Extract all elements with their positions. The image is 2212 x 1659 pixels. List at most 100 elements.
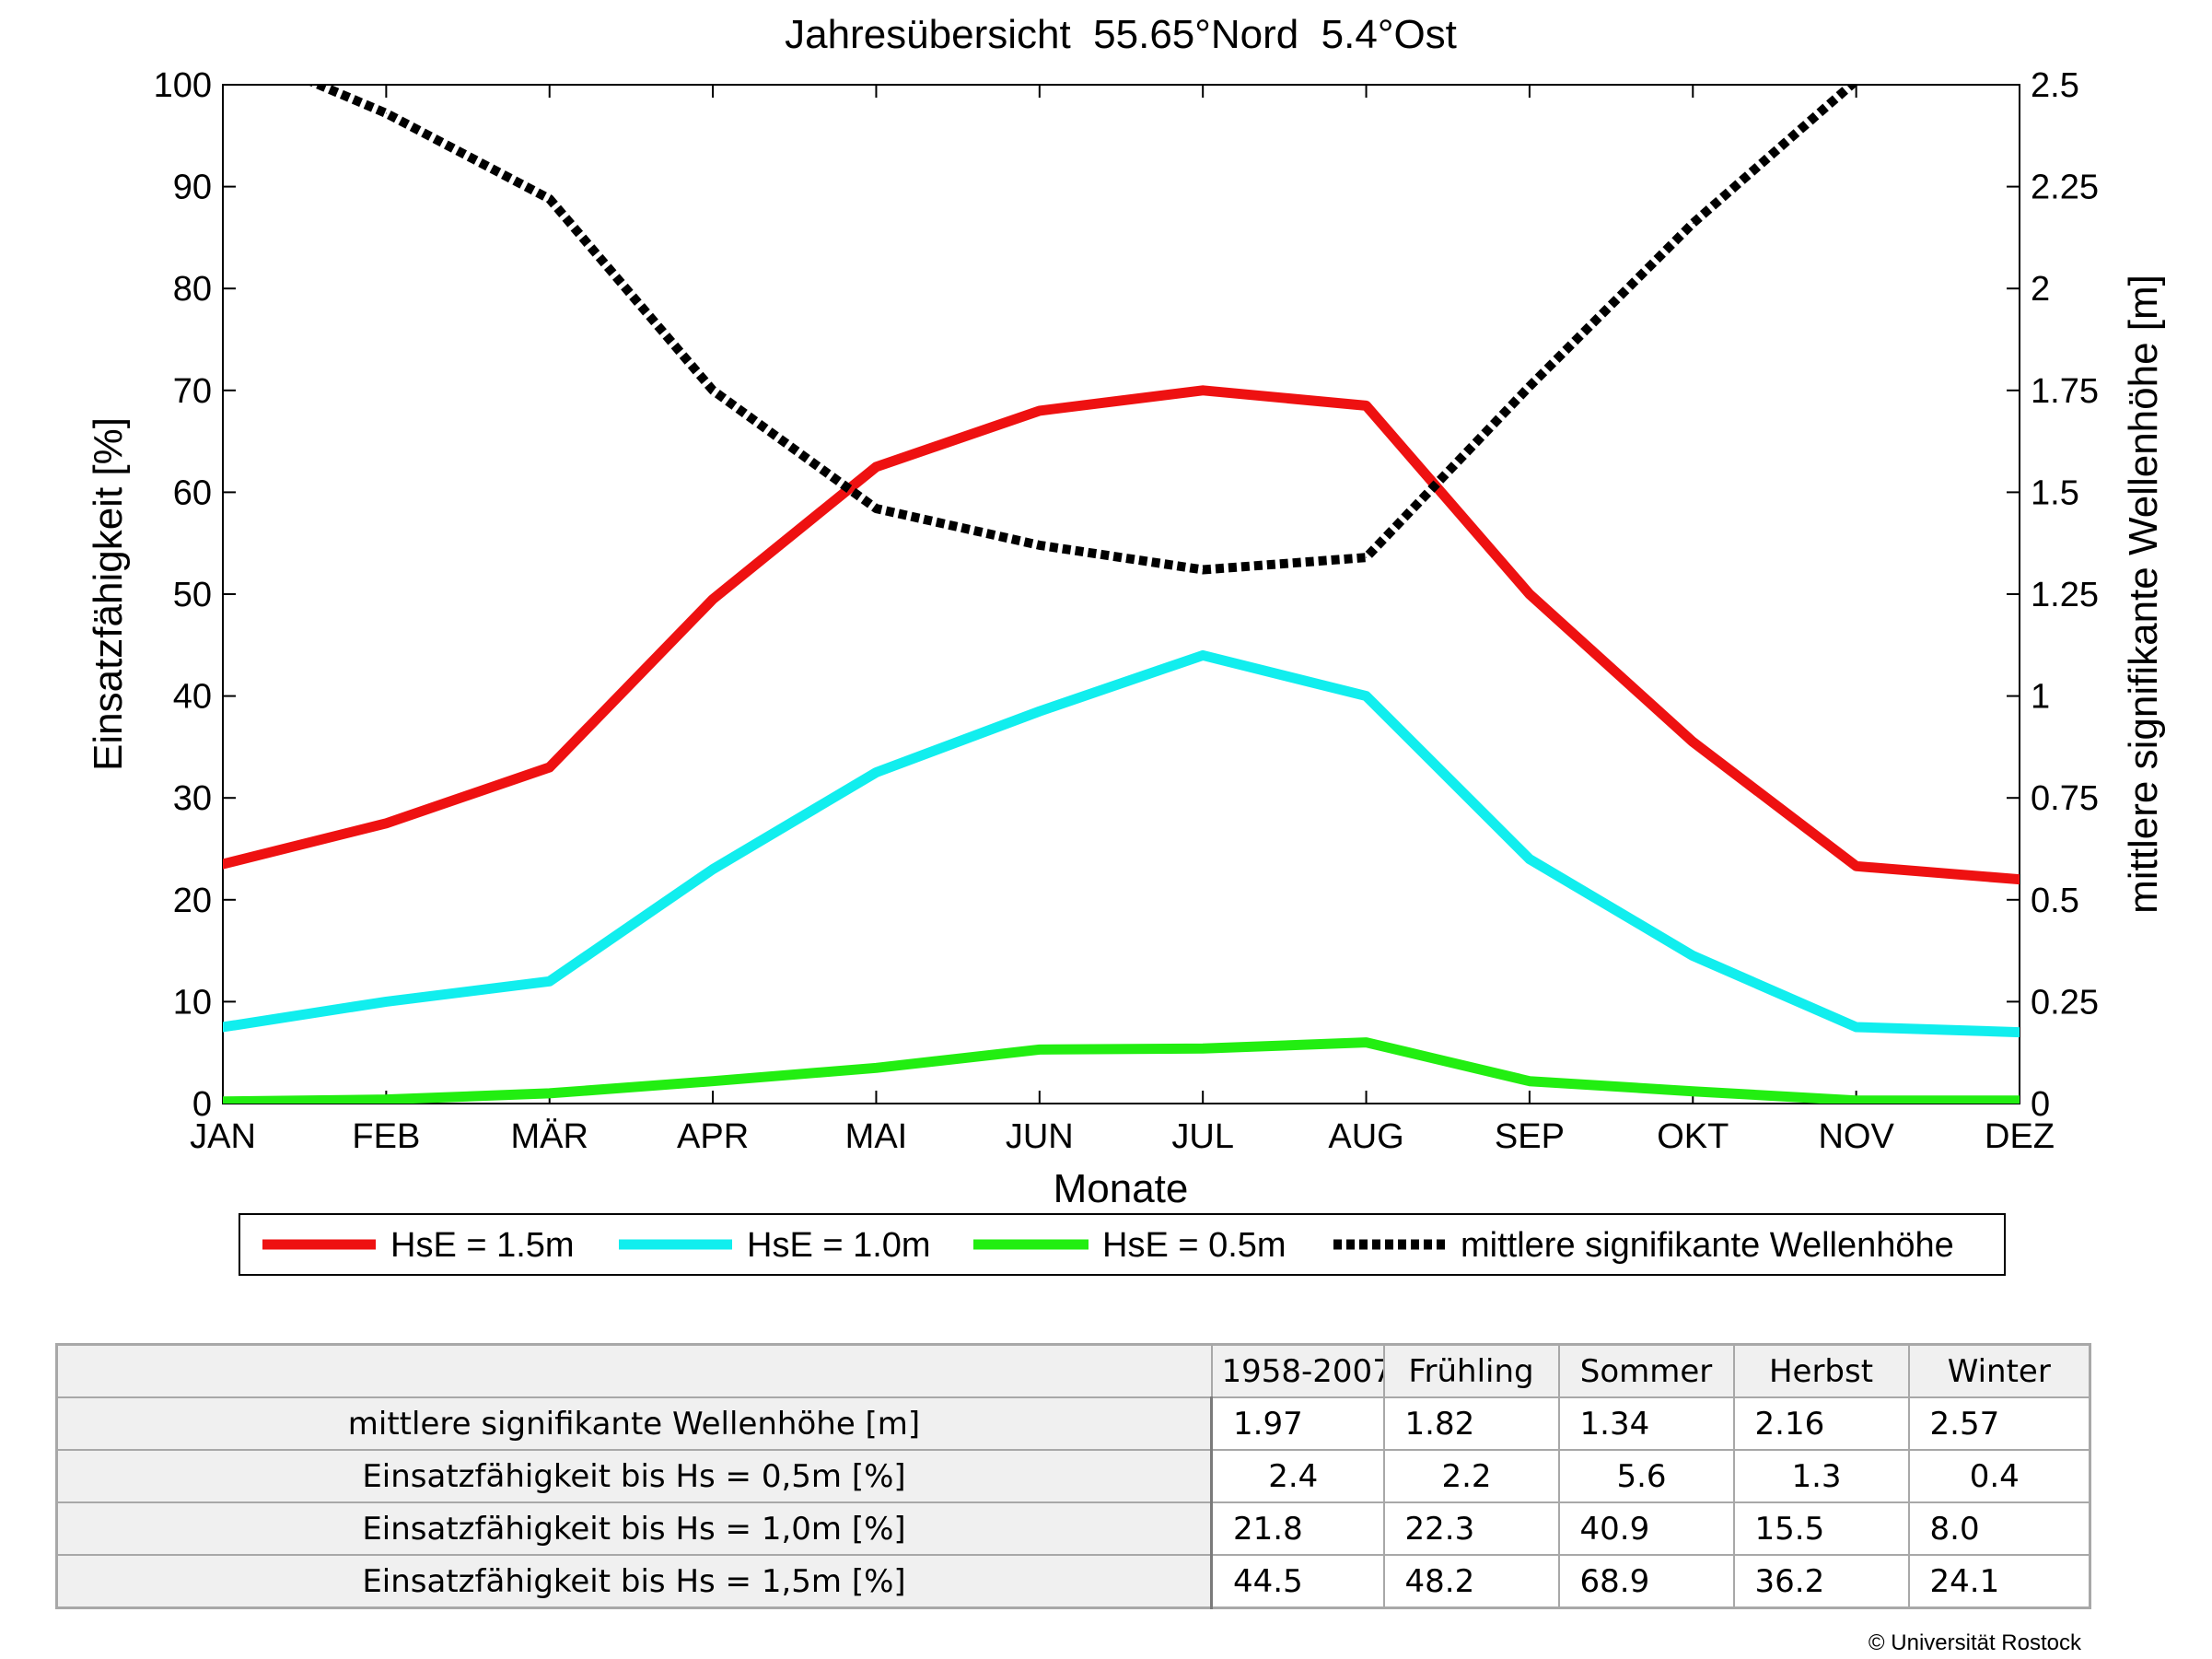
x-tick-label: JUL <box>1171 1117 1234 1156</box>
table-cell: 68.9 <box>1557 1554 1735 1609</box>
series-2-point <box>1856 1026 1857 1028</box>
y-tick-label: 30 <box>173 779 212 818</box>
table-cell: 2.16 <box>1732 1396 1910 1451</box>
y-axis-label: Einsatzfähigkeit [%] <box>86 417 131 771</box>
x-axis-label: Monate <box>1054 1166 1189 1211</box>
series-1-point <box>1366 404 1368 406</box>
table-header-autumn: Herbst <box>1732 1343 1910 1398</box>
y-axis-left: 0 10 20 30 40 50 60 70 80 90 100 <box>154 66 2020 1124</box>
series-3-point <box>223 1101 224 1103</box>
y2-tick-label: 0.75 <box>2031 779 2099 818</box>
table-cell: 1.34 <box>1557 1396 1735 1451</box>
y2-axis-label: mittlere signifikante Wellenhöhe [m] <box>2121 275 2166 914</box>
series-line-4 <box>307 85 1859 575</box>
legend-label-4: mittlere signifikante Wellenhöhe <box>1461 1226 1954 1265</box>
series-4-point <box>712 390 714 391</box>
series-3-point <box>1692 1091 1694 1092</box>
series-4-point <box>1856 80 1857 81</box>
table-cell: 8.0 <box>1907 1501 2091 1556</box>
series-1-point <box>875 466 877 468</box>
table-cell: 1.97 <box>1210 1396 1385 1451</box>
x-tick-label: AUG <box>1328 1117 1403 1156</box>
series-1-point <box>712 599 714 601</box>
series-4-point <box>1366 556 1368 558</box>
series-line-3 <box>223 1037 2020 1104</box>
x-tick-label: APR <box>677 1117 749 1156</box>
table-row: Einsatzfähigkeit bis Hs = 1,0m [%] 21.8 … <box>55 1501 2091 1556</box>
table-header-blank <box>55 1343 1213 1398</box>
series-1-point <box>1039 410 1041 412</box>
series-2-point <box>1202 654 1204 656</box>
series-4-point <box>385 112 387 114</box>
table-header-row: 1958-2007 Frühling Sommer Herbst Winter <box>55 1343 2091 1398</box>
table-cell: 44.5 <box>1210 1554 1385 1609</box>
y2-tick-label: 2.25 <box>2031 169 2099 207</box>
y-tick-label: 80 <box>173 270 212 309</box>
table-cell: 22.3 <box>1382 1501 1560 1556</box>
y-tick-label: 50 <box>173 576 212 614</box>
x-tick-label: JAN <box>190 1117 256 1156</box>
series-3-point <box>1856 1100 1857 1102</box>
series-2-point <box>549 980 551 982</box>
table-cell: 2.57 <box>1907 1396 2091 1451</box>
legend-label-2: HsE = 1.0m <box>747 1226 931 1265</box>
table-cell: 24.1 <box>1907 1554 2091 1609</box>
series-3-point <box>385 1099 387 1101</box>
x-axis: JAN FEB MÄR APR MAI JUN JUL AUG SEP OKT NOV DEZ <box>190 85 2055 1156</box>
legend-label-1: HsE = 1.5m <box>390 1226 575 1265</box>
table-cell: 21.8 <box>1210 1501 1385 1556</box>
y2-tick-label: 2.5 <box>2031 66 2079 105</box>
table-cell: 2.4 <box>1210 1449 1385 1503</box>
y2-tick-label: 2 <box>2031 270 2050 309</box>
table-cell: 40.9 <box>1557 1501 1735 1556</box>
legend-box <box>239 1213 2006 1276</box>
y-tick-label: 70 <box>173 372 212 411</box>
series-layer <box>223 80 2020 1104</box>
table-cell: 36.2 <box>1732 1554 1910 1609</box>
y2-tick-label: 1.75 <box>2031 372 2099 411</box>
table-row: mittlere signifikante Wellenhöhe [m] 1.9… <box>55 1396 2091 1451</box>
series-2-point <box>1366 695 1368 697</box>
y-axis-right: 0 0.25 0.5 0.75 1 1.25 1.5 1.75 2 2.25 2.5 <box>2031 66 2099 1124</box>
table-row: Einsatzfähigkeit bis Hs = 1,5m [%] 44.5 … <box>55 1554 2091 1609</box>
x-tick-label: MAI <box>845 1117 908 1156</box>
series-2-point <box>223 1026 224 1028</box>
table-header-period: 1958-2007 <box>1210 1343 1385 1398</box>
y-tick-label: 0 <box>192 1085 212 1124</box>
series-line-1 <box>223 385 2020 885</box>
statistics-table-container: 1958-2007 Frühling Sommer Herbst Winter … <box>55 1343 2091 1609</box>
y-tick-label: 100 <box>154 66 212 105</box>
x-tick-label: FEB <box>352 1117 420 1156</box>
series-4-point <box>1529 385 1531 387</box>
series-line-2 <box>223 649 2020 1038</box>
x-tick-label: MÄR <box>511 1117 588 1156</box>
y2-tick-label: 0.5 <box>2031 882 2079 920</box>
x-tick-label: NOV <box>1818 1117 1894 1156</box>
y-tick-label: 10 <box>173 983 212 1022</box>
x-tick-label: OKT <box>1657 1117 1729 1156</box>
table-cell: 2.2 <box>1382 1449 1560 1503</box>
copyright-notice: © Universität Rostock <box>1868 1630 2081 1655</box>
row-label: Einsatzfähigkeit bis Hs = 1,5m [%] <box>55 1554 1213 1609</box>
plot-area <box>222 84 2020 1104</box>
y-tick-label: 20 <box>173 882 212 920</box>
x-tick-label: JUN <box>1006 1117 1074 1156</box>
table-cell: 1.82 <box>1382 1396 1560 1451</box>
table-cell: 15.5 <box>1732 1501 1910 1556</box>
x-tick-label: SEP <box>1495 1117 1565 1156</box>
table-cell: 48.2 <box>1382 1554 1560 1609</box>
series-2-point <box>1039 710 1041 712</box>
y2-tick-label: 1.5 <box>2031 473 2079 512</box>
legend: HsE = 1.5m HsE = 1.0m HsE = 0.5m mittler… <box>239 1213 2006 1276</box>
series-4-point <box>1039 544 1041 546</box>
table-header-winter: Winter <box>1907 1343 2091 1398</box>
y2-tick-label: 1.25 <box>2031 576 2099 614</box>
table-cell: 0.4 <box>1907 1449 2091 1503</box>
table-cell: 5.6 <box>1557 1449 1735 1503</box>
x-tick-label: DEZ <box>1985 1117 2055 1156</box>
y-tick-label: 90 <box>173 169 212 207</box>
series-1-point <box>1202 390 1204 391</box>
table-header-summer: Sommer <box>1557 1343 1735 1398</box>
series-1-point <box>1529 593 1531 595</box>
table-cell: 1.3 <box>1732 1449 1910 1503</box>
